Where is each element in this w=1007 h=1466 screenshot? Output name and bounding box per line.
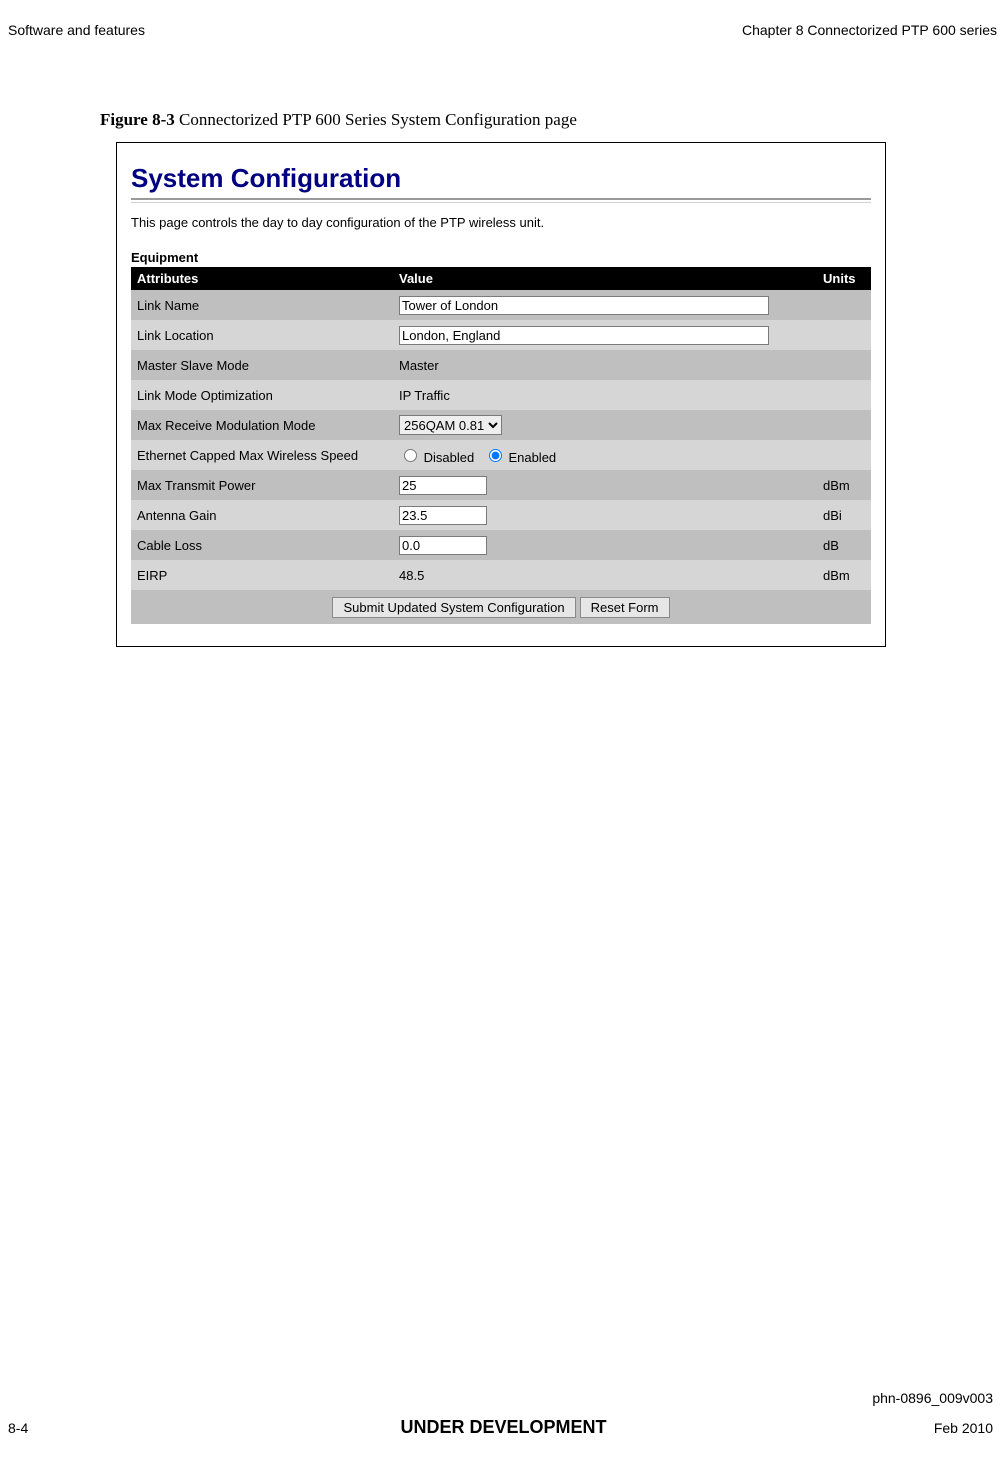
table-buttons-row xyxy=(131,590,871,624)
units-cell xyxy=(817,320,871,350)
table-row: Ethernet Capped Max Wireless Speed Disab… xyxy=(131,440,871,470)
text-input[interactable] xyxy=(399,326,769,345)
title-rule-light xyxy=(131,202,871,203)
col-value: Value xyxy=(393,267,817,290)
col-attributes: Attributes xyxy=(131,267,393,290)
value-cell: Disabled Enabled xyxy=(393,440,817,470)
header-section-left: Software and features xyxy=(8,22,145,38)
units-cell xyxy=(817,380,871,410)
reset-button[interactable] xyxy=(580,597,670,618)
table-row: EIRP48.5dBm xyxy=(131,560,871,590)
attr-cell: Max Transmit Power xyxy=(131,470,393,500)
figure-title: Connectorized PTP 600 Series System Conf… xyxy=(175,110,577,129)
table-row: Max Transmit Power dBm xyxy=(131,470,871,500)
units-cell: dBm xyxy=(817,560,871,590)
text-input[interactable] xyxy=(399,536,487,555)
submit-button[interactable] xyxy=(332,597,575,618)
footer-watermark: UNDER DEVELOPMENT xyxy=(0,1417,1007,1438)
attr-cell: Ethernet Capped Max Wireless Speed xyxy=(131,440,393,470)
text-input[interactable] xyxy=(399,506,487,525)
col-units: Units xyxy=(817,267,871,290)
table-row: Antenna Gain dBi xyxy=(131,500,871,530)
value-cell: IP Traffic xyxy=(393,380,817,410)
table-row: Cable Loss dB xyxy=(131,530,871,560)
table-row: Link Name xyxy=(131,290,871,320)
attr-cell: Link Name xyxy=(131,290,393,320)
table-header-row: Attributes Value Units xyxy=(131,267,871,290)
value-cell: 256QAM 0.81 xyxy=(393,410,817,440)
value-cell xyxy=(393,530,817,560)
attr-cell: Link Mode Optimization xyxy=(131,380,393,410)
modulation-select[interactable]: 256QAM 0.81 xyxy=(399,415,502,435)
radio-option[interactable]: Enabled xyxy=(484,450,556,465)
attr-cell: Link Location xyxy=(131,320,393,350)
radio-group: Disabled Enabled xyxy=(399,446,562,465)
value-cell: Master xyxy=(393,350,817,380)
footer-date: Feb 2010 xyxy=(934,1420,993,1436)
section-heading-equipment: Equipment xyxy=(131,250,871,265)
units-cell xyxy=(817,290,871,320)
footer-document-id: phn-0896_009v003 xyxy=(872,1390,993,1406)
radio-input[interactable] xyxy=(404,449,417,462)
units-cell xyxy=(817,440,871,470)
attr-cell: EIRP xyxy=(131,560,393,590)
units-cell: dB xyxy=(817,530,871,560)
value-cell xyxy=(393,470,817,500)
page-description: This page controls the day to day config… xyxy=(131,215,871,230)
value-cell xyxy=(393,500,817,530)
figure-caption: Figure 8-3 Connectorized PTP 600 Series … xyxy=(100,110,577,130)
units-cell: dBi xyxy=(817,500,871,530)
text-input[interactable] xyxy=(399,476,487,495)
header-chapter-right: Chapter 8 Connectorized PTP 600 series xyxy=(742,22,997,38)
equipment-table: Attributes Value Units Link NameLink Loc… xyxy=(131,267,871,624)
attr-cell: Cable Loss xyxy=(131,530,393,560)
attr-cell: Master Slave Mode xyxy=(131,350,393,380)
config-screenshot-panel: System Configuration This page controls … xyxy=(116,142,886,647)
value-cell: 48.5 xyxy=(393,560,817,590)
title-rule-dark xyxy=(131,198,871,200)
units-cell xyxy=(817,350,871,380)
units-cell xyxy=(817,410,871,440)
page-title: System Configuration xyxy=(131,163,871,194)
value-cell xyxy=(393,320,817,350)
radio-input[interactable] xyxy=(489,449,502,462)
radio-option[interactable]: Disabled xyxy=(399,450,474,465)
figure-number: Figure 8-3 xyxy=(100,110,175,129)
table-row: Master Slave ModeMaster xyxy=(131,350,871,380)
table-row: Max Receive Modulation Mode 256QAM 0.81 xyxy=(131,410,871,440)
text-input[interactable] xyxy=(399,296,769,315)
table-row: Link Location xyxy=(131,320,871,350)
attr-cell: Antenna Gain xyxy=(131,500,393,530)
units-cell: dBm xyxy=(817,470,871,500)
table-row: Link Mode OptimizationIP Traffic xyxy=(131,380,871,410)
attr-cell: Max Receive Modulation Mode xyxy=(131,410,393,440)
value-cell xyxy=(393,290,817,320)
